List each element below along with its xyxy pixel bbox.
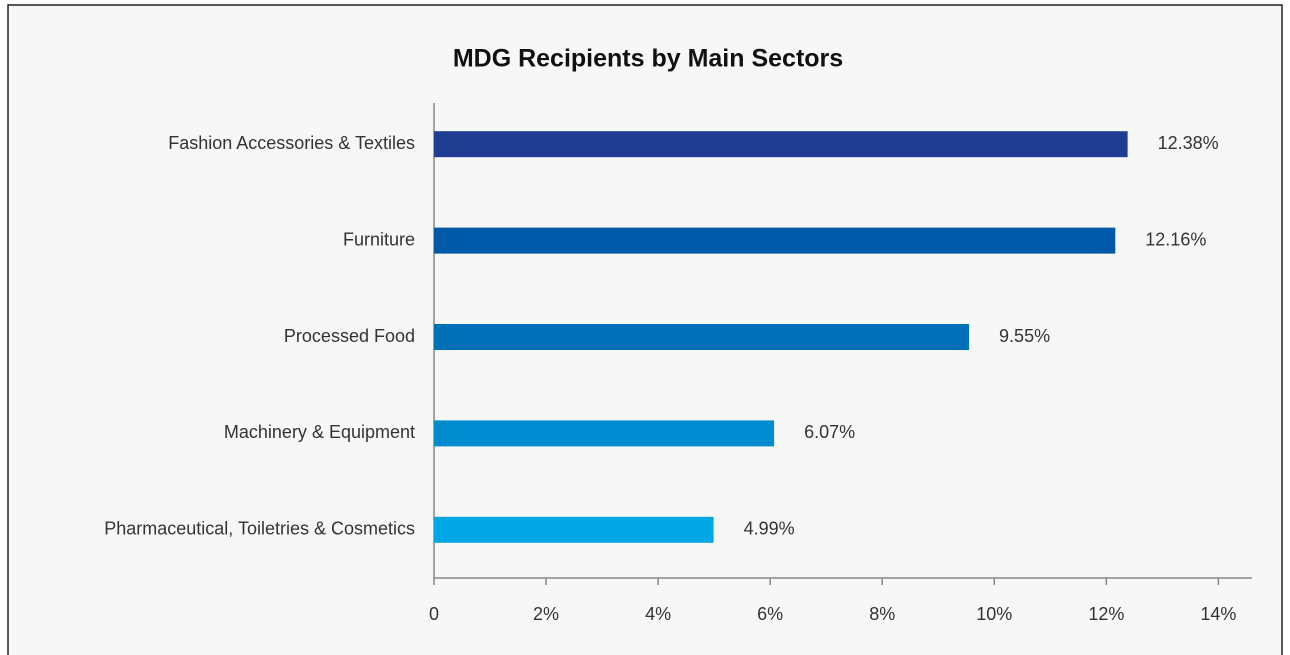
value-label: 9.55% [999,326,1050,346]
x-tick-label: 14% [1200,604,1236,624]
value-label: 12.16% [1145,229,1206,249]
x-tick-label: 2% [533,604,559,624]
bar [434,227,1116,254]
y-tick-label: Fashion Accessories & Textiles [168,133,415,153]
x-tick-label: 8% [869,604,895,624]
bar [434,131,1128,158]
x-tick-label: 4% [645,604,671,624]
chart-title: MDG Recipients by Main Sectors [453,45,843,73]
y-tick-label: Processed Food [284,326,415,346]
bar [434,324,970,350]
value-label: 4.99% [744,519,795,539]
bar [434,516,714,543]
y-tick-label: Pharmaceutical, Toiletries & Cosmetics [104,519,415,539]
x-tick-label: 10% [976,604,1012,624]
x-tick-label: 0 [429,604,439,624]
x-tick-label: 6% [757,604,783,624]
y-tick-label: Machinery & Equipment [224,422,415,442]
x-tick-label: 12% [1088,604,1124,624]
value-label: 12.38% [1158,133,1219,153]
bar [434,420,775,447]
value-label: 6.07% [804,422,855,442]
y-tick-label: Furniture [343,229,415,249]
